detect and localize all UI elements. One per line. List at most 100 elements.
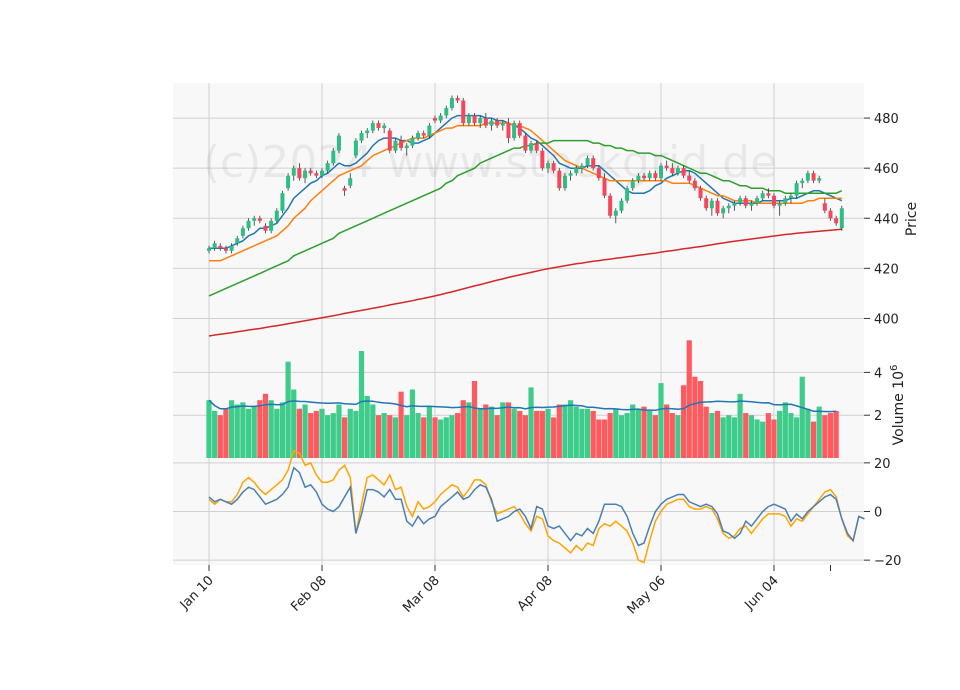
volume-bar <box>455 413 461 458</box>
volume-bar <box>404 415 410 458</box>
volume-bar <box>618 415 625 458</box>
volume-bar <box>556 404 562 458</box>
candle-body <box>455 98 460 101</box>
volume-bar <box>217 415 223 458</box>
candle-body <box>438 115 443 121</box>
candle-body <box>252 218 257 221</box>
volume-bar <box>206 400 212 458</box>
candle-body <box>387 130 392 151</box>
signal-line <box>208 449 865 564</box>
candle-body <box>404 145 409 149</box>
volume-bar <box>494 415 500 458</box>
candle-body <box>834 218 839 224</box>
volume-bar <box>596 419 602 458</box>
volume-bar <box>760 421 766 458</box>
candle-body <box>777 203 782 206</box>
volume-bar <box>229 400 235 458</box>
candle-body <box>297 168 302 179</box>
oscillator-lines <box>208 449 865 564</box>
candle-body <box>325 163 330 171</box>
candle-body <box>704 198 709 209</box>
volume-bar <box>308 413 314 458</box>
volume-bar <box>788 413 794 458</box>
candle-body <box>517 123 522 136</box>
candle-body <box>749 203 754 206</box>
candle-body <box>478 118 483 124</box>
oscillator-line <box>208 466 865 547</box>
volume-bar <box>325 415 331 458</box>
volume-bar <box>285 361 291 458</box>
candle-body <box>709 200 714 209</box>
volume-bar <box>392 417 399 458</box>
candle-body <box>336 135 341 151</box>
candle-body <box>382 125 387 129</box>
x-tick-label: Feb 08 <box>288 573 330 615</box>
volume-tick-label: 4 <box>874 366 882 381</box>
volume-bar <box>777 410 783 458</box>
candle-body <box>642 175 647 179</box>
volume-bar <box>528 387 534 458</box>
candle-body <box>760 193 765 199</box>
x-tick-label: Apr 08 <box>515 573 556 614</box>
candle-body <box>353 140 358 156</box>
candle-body <box>449 98 454 109</box>
candle-body <box>331 150 336 164</box>
volume-bar <box>415 413 421 458</box>
candle-body <box>608 195 613 216</box>
candle-body <box>568 173 573 176</box>
price-tick-label: 480 <box>874 112 899 127</box>
candle-body <box>314 173 319 176</box>
volume-bar <box>477 408 483 458</box>
volume-bar <box>607 413 613 458</box>
volume-bar <box>517 410 523 458</box>
volume-bar <box>375 415 382 458</box>
candle-body <box>466 115 471 124</box>
volume-bar <box>799 376 805 458</box>
candle-body <box>461 100 466 124</box>
candle-body <box>320 170 324 176</box>
volume-bar <box>370 404 376 458</box>
volume-bar <box>505 402 512 458</box>
volume-bar <box>833 410 839 458</box>
volume-bar <box>353 410 359 458</box>
candle-body <box>692 180 697 189</box>
candle-body <box>229 245 234 251</box>
volume-bar <box>251 406 257 458</box>
candle-body <box>207 248 211 251</box>
volume-bar <box>257 400 263 458</box>
volume-bar <box>584 408 591 458</box>
volume-bar <box>726 415 732 458</box>
volume-bar <box>703 406 709 458</box>
volume-bar <box>313 410 319 458</box>
volume-bar <box>460 400 466 458</box>
volume-bar <box>743 413 749 458</box>
candle-body <box>489 120 494 126</box>
candle-body <box>308 170 313 174</box>
grid-lines <box>173 83 864 565</box>
volume-bar <box>669 413 675 458</box>
volume-bar <box>630 404 636 458</box>
volume-bar <box>409 389 415 458</box>
candle-body <box>721 208 726 214</box>
volume-bar <box>426 406 432 458</box>
volume-bar <box>539 410 545 458</box>
candle-body <box>365 130 370 134</box>
candle-body <box>286 175 291 189</box>
candle-body <box>500 123 505 126</box>
volume-bar <box>737 393 743 458</box>
volume-bar <box>613 408 619 458</box>
candle-body <box>557 170 562 189</box>
candle-body <box>483 118 488 126</box>
candle-body <box>218 245 223 249</box>
volume-bar <box>624 413 630 458</box>
candle-body <box>647 173 652 179</box>
candle-body <box>630 180 635 189</box>
candle-body <box>596 168 601 179</box>
oscillator-tick-label: 0 <box>874 506 882 521</box>
candle-body <box>359 133 364 141</box>
volume-average-line <box>208 399 837 413</box>
volume-bar <box>483 404 489 458</box>
candle-body <box>235 238 240 244</box>
candle-body <box>376 123 381 129</box>
